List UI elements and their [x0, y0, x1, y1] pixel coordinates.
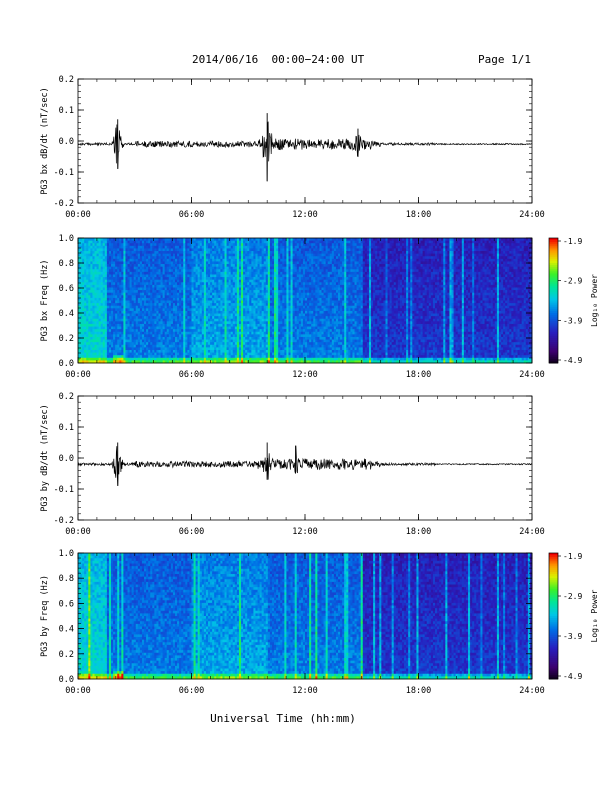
colorbar-tick-label: -1.9 — [563, 552, 582, 561]
plot-frame — [78, 396, 532, 520]
y-tick-label: 0.1 — [59, 423, 74, 433]
x-tick-label: 18:00 — [406, 210, 432, 220]
y-axis-label: PG3 by Freq (Hz) — [40, 575, 50, 657]
spectrogram-image — [78, 238, 532, 363]
y-tick-label: 0.0 — [59, 137, 74, 147]
y-axis-label: PG3 bx Freq (Hz) — [40, 260, 50, 342]
waveform-trace — [78, 446, 532, 486]
x-tick-label: 00:00 — [65, 686, 91, 696]
plot-frame — [78, 79, 532, 203]
colorbar-label: Log₁₀ Power — [590, 589, 599, 642]
x-tick-label: 24:00 — [519, 370, 545, 380]
colorbar-label: Log₁₀ Power — [590, 274, 599, 327]
y-tick-label: 0.2 — [59, 650, 74, 660]
y-tick-label: 0.0 — [59, 359, 74, 369]
y-tick-label: 0.2 — [59, 334, 74, 344]
waveform-trace — [78, 122, 532, 182]
x-tick-label: 24:00 — [519, 210, 545, 220]
x-tick-label: 24:00 — [519, 527, 545, 537]
y-tick-label: 0.8 — [59, 574, 74, 584]
y-tick-label: 0.1 — [59, 106, 74, 116]
x-tick-label: 12:00 — [292, 370, 318, 380]
colorbar: -1.9 -2.9 -3.9 -4.9 Log₁₀ Power — [549, 237, 599, 365]
colorbar-tick-label: -3.9 — [563, 316, 582, 325]
waveform-panel-1: 0.2 0.1 0.0 -0.1 -0.200:00 06:00 12:00 18:00 24:… — [40, 75, 545, 220]
x-tick-label: 00:00 — [65, 527, 91, 537]
x-tick-label: 18:00 — [406, 370, 432, 380]
colorbar: -1.9 -2.9 -3.9 -4.9 Log₁₀ Power — [549, 552, 599, 681]
y-tick-label: -0.2 — [54, 516, 74, 526]
colorbar-tick-label: -3.9 — [563, 632, 582, 641]
y-axis-label: PG3 bx dB/dt (nT/sec) — [40, 87, 50, 194]
colorbar-tick-label: -4.9 — [563, 672, 582, 681]
colorbar-tick-label: -1.9 — [563, 237, 582, 246]
y-tick-label: 0.6 — [59, 599, 74, 609]
colorbar-tick-label: -2.9 — [563, 592, 582, 601]
spectrogram-panel-2: 1.0 0.8 0.6 0.4 0.2 0.000:00 06:00 12:00 18:00 24… — [40, 234, 599, 380]
y-tick-label: 0.4 — [59, 625, 74, 635]
y-tick-label: -0.2 — [54, 199, 74, 209]
x-tick-label: 00:00 — [65, 210, 91, 220]
y-tick-label: 0.0 — [59, 454, 74, 464]
x-tick-label: 06:00 — [179, 527, 205, 537]
y-tick-label: 0.2 — [59, 392, 74, 402]
colorbar-tick-label: -4.9 — [563, 356, 582, 365]
waveform-panel-3: 0.2 0.1 0.0 -0.1 -0.200:00 06:00 12:00 18:00 24:… — [40, 392, 545, 537]
x-axis-title: Universal Time (hh:mm) — [210, 712, 356, 725]
x-tick-label: 12:00 — [292, 527, 318, 537]
y-tick-label: 0.2 — [59, 75, 74, 85]
x-tick-label: 12:00 — [292, 210, 318, 220]
x-tick-label: 06:00 — [179, 210, 205, 220]
x-tick-label: 12:00 — [292, 686, 318, 696]
y-tick-label: 0.0 — [59, 675, 74, 685]
y-tick-label: 0.4 — [59, 309, 74, 319]
y-tick-label: -0.1 — [54, 485, 74, 495]
x-tick-label: 24:00 — [519, 686, 545, 696]
y-tick-label: 1.0 — [59, 549, 74, 559]
colorbar-tick-label: -2.9 — [563, 277, 582, 286]
x-tick-label: 00:00 — [65, 370, 91, 380]
y-tick-label: 1.0 — [59, 234, 74, 244]
x-tick-label: 18:00 — [406, 527, 432, 537]
y-tick-label: 0.8 — [59, 259, 74, 269]
y-tick-label: -0.1 — [54, 168, 74, 178]
x-tick-label: 06:00 — [179, 370, 205, 380]
x-tick-label: 06:00 — [179, 686, 205, 696]
spectrogram-image — [78, 553, 532, 679]
x-tick-label: 18:00 — [406, 686, 432, 696]
spectrogram-panel-4: 1.0 0.8 0.6 0.4 0.2 0.000:00 06:00 12:00 18:00 24… — [40, 549, 599, 696]
y-axis-label: PG3 by dB/dt (nT/sec) — [40, 404, 50, 511]
y-tick-label: 0.6 — [59, 284, 74, 294]
